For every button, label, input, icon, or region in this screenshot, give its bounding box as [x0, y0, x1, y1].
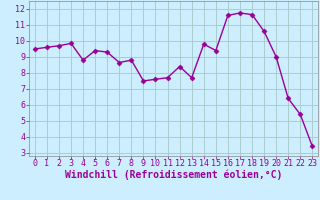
X-axis label: Windchill (Refroidissement éolien,°C): Windchill (Refroidissement éolien,°C)	[65, 170, 282, 180]
